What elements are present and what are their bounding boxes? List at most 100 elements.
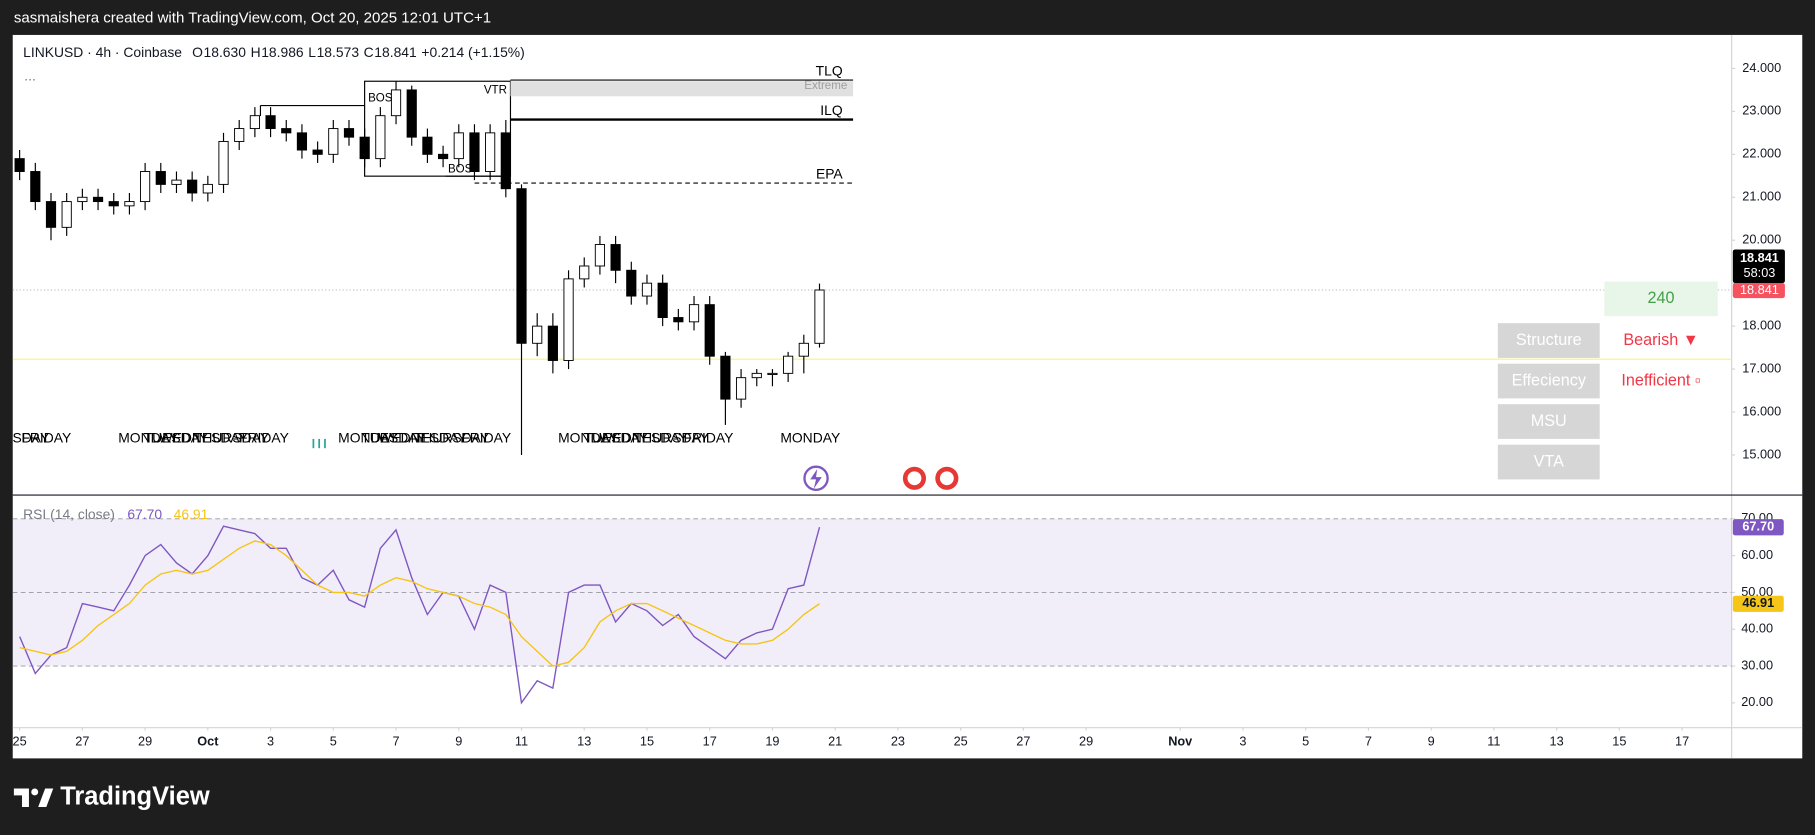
session-label: TUESDAY bbox=[144, 430, 209, 446]
event-icon-inner bbox=[907, 471, 922, 486]
axes: 15.00016.00017.00018.00019.00020.00021.0… bbox=[13, 60, 1785, 749]
timeframe-cell bbox=[1604, 281, 1718, 317]
session-label: TUESDAY bbox=[361, 430, 426, 446]
y-tick-label: 15.000 bbox=[1742, 446, 1781, 461]
price-tag-countdown: 58:03 bbox=[1744, 265, 1776, 280]
table-label: Structure bbox=[1516, 331, 1582, 349]
table-status: Bearish ▼ bbox=[1623, 331, 1698, 349]
event-icon-bolt bbox=[810, 469, 822, 489]
session-label: FRIDAY bbox=[461, 430, 511, 446]
x-tick-label: Nov bbox=[1168, 734, 1193, 749]
extreme-label: Extreme bbox=[804, 80, 847, 92]
rsi-y-tick-label: 50.00 bbox=[1741, 584, 1773, 599]
session-label: WEDNESDAY bbox=[378, 430, 466, 446]
marker bbox=[318, 438, 321, 449]
x-tick-label: 27 bbox=[75, 734, 89, 749]
candle-body bbox=[61, 201, 72, 228]
candle-body bbox=[187, 179, 198, 194]
y-tick-label: 20.000 bbox=[1742, 232, 1781, 247]
rsi-y-tick-label: 30.00 bbox=[1741, 657, 1773, 672]
rsi-line bbox=[19, 540, 820, 667]
candle-body bbox=[296, 132, 308, 151]
x-tick-label: 15 bbox=[640, 734, 654, 749]
y-tick-label: 24.000 bbox=[1742, 60, 1781, 75]
candle-body bbox=[579, 265, 590, 280]
table-label: MSU bbox=[1531, 412, 1567, 430]
table-cell bbox=[1497, 323, 1600, 358]
price-tag-label: 18.841 bbox=[1740, 250, 1779, 265]
x-tick-label: 5 bbox=[330, 734, 337, 749]
y-tick-label: 16.000 bbox=[1742, 403, 1781, 418]
rsi-legend-value: 46.91 bbox=[174, 506, 209, 522]
candle-body bbox=[657, 282, 668, 318]
candle-body bbox=[281, 128, 292, 134]
bos-label: BOS bbox=[368, 93, 393, 105]
session-label: FRIDAY bbox=[683, 430, 733, 446]
session-label: THURSDAY bbox=[194, 430, 269, 446]
x-tick-label: 3 bbox=[267, 734, 274, 749]
x-tick-label: Oct bbox=[197, 734, 219, 749]
x-tick-label: 17 bbox=[703, 734, 717, 749]
overlay: LINKUSD · 4h · Coinbase ... RSI (14, clo… bbox=[23, 44, 1718, 522]
candle-body bbox=[359, 136, 370, 160]
y-tick-label: 23.000 bbox=[1742, 103, 1781, 118]
x-tick-label: 27 bbox=[1016, 734, 1030, 749]
marker bbox=[324, 438, 326, 449]
candle-body bbox=[312, 149, 323, 155]
footer bbox=[0, 759, 1815, 835]
candle-body bbox=[155, 171, 166, 185]
candle-body bbox=[343, 128, 355, 138]
candle-body bbox=[704, 304, 715, 357]
legend-close: 18.841 bbox=[374, 44, 417, 60]
x-tick-label: 19 bbox=[765, 734, 779, 749]
y-tick-label: 18.000 bbox=[1742, 317, 1781, 332]
candle-body bbox=[798, 342, 809, 357]
candle-body bbox=[532, 325, 543, 344]
x-tick-label: 5 bbox=[1302, 734, 1309, 749]
candle-body bbox=[563, 278, 574, 361]
session-label: FRIDAY bbox=[21, 430, 71, 446]
x-tick-label: 13 bbox=[577, 734, 591, 749]
legend-low: 18.573 bbox=[317, 44, 360, 60]
x-tick-label: 21 bbox=[828, 734, 842, 749]
candle-body bbox=[124, 201, 135, 207]
x-tick-label: 9 bbox=[1428, 734, 1435, 749]
x-tick-label: 25 bbox=[954, 734, 968, 749]
rsi-value-tag bbox=[1732, 519, 1784, 536]
legend-o-label: O bbox=[192, 44, 203, 60]
x-tick-label: 3 bbox=[1239, 734, 1246, 749]
x-tick-label: 17 bbox=[1675, 734, 1689, 749]
price-pane: THURSDAYFRIDAYMONDAYTUESDAYWEDNESDAYTHUR… bbox=[0, 79, 1732, 455]
candle-body bbox=[45, 201, 57, 228]
session-label: THURSDAY bbox=[0, 430, 49, 446]
candle-body bbox=[767, 372, 778, 375]
rsi-value-tag-label: 67.70 bbox=[1742, 519, 1774, 534]
x-tick-label: 13 bbox=[1550, 734, 1564, 749]
x-tick-label: 25 bbox=[13, 734, 27, 749]
legend-h-label: H bbox=[251, 44, 261, 60]
y-tick-label: 17.000 bbox=[1742, 360, 1781, 375]
header-caption: sasmaishera created with TradingView.com… bbox=[14, 10, 491, 27]
session-label: WEDNESDAY bbox=[599, 430, 687, 446]
rsi-value-tag-label: 46.91 bbox=[1742, 595, 1774, 610]
x-tick-label: 11 bbox=[1487, 734, 1500, 749]
candle-body bbox=[92, 196, 104, 203]
level-label: EPA bbox=[816, 166, 843, 182]
candle-body bbox=[218, 140, 229, 185]
candle-body bbox=[77, 196, 88, 203]
rsi-value-tag bbox=[1732, 595, 1784, 612]
candle-body bbox=[673, 317, 684, 323]
session-label: WEDNESDAY bbox=[160, 430, 248, 446]
candle-body bbox=[500, 132, 511, 190]
price-tag bbox=[1732, 249, 1785, 284]
logo-mark bbox=[31, 788, 39, 796]
brand: TradingView bbox=[60, 782, 210, 810]
event-icon-inner bbox=[939, 471, 954, 486]
candle-body bbox=[610, 244, 621, 271]
price-tag-alt-label: 18.841 bbox=[1740, 282, 1779, 297]
legend-high: 18.986 bbox=[261, 44, 304, 60]
table-label: Effeciency bbox=[1512, 371, 1587, 389]
y-tick-label: 21.000 bbox=[1742, 189, 1781, 204]
y-tick-label: 22.000 bbox=[1742, 146, 1781, 161]
rsi-legend-value: 67.70 bbox=[127, 506, 162, 522]
